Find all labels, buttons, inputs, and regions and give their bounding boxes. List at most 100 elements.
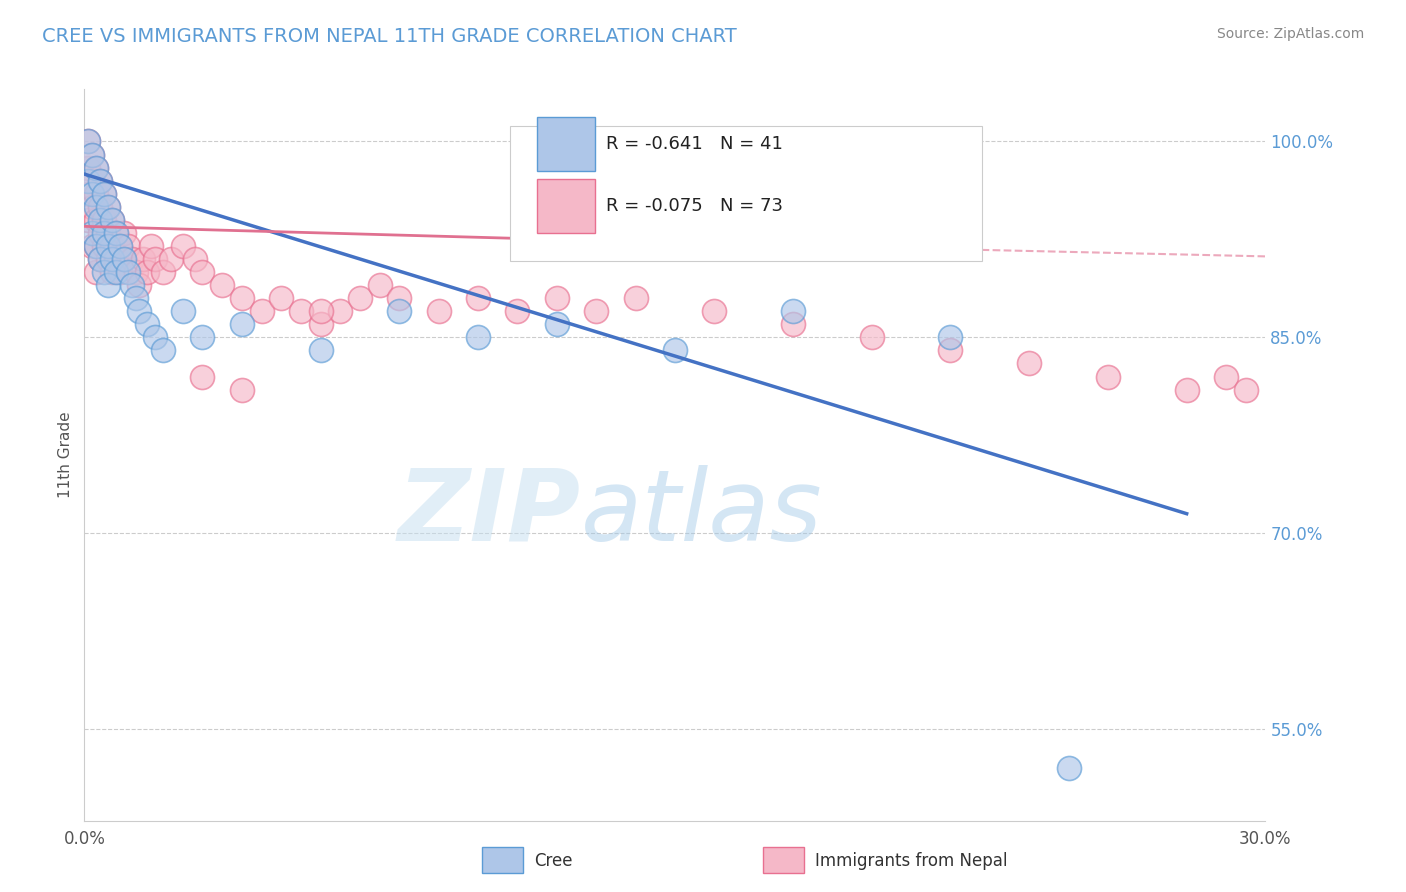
Point [191,369,214,384]
Point [82,147,104,161]
Point [1018,357,1040,371]
Point [231,383,253,397]
Point [782,304,804,318]
Point [77,135,100,149]
Point [143,330,166,344]
Point [93,239,115,253]
Point [108,265,131,279]
FancyBboxPatch shape [537,179,595,234]
Point [143,252,166,266]
Point [172,304,194,318]
Point [101,212,124,227]
Point [1215,369,1237,384]
Point [939,343,962,358]
Point [467,330,489,344]
Point [93,212,115,227]
Point [121,278,143,293]
Point [82,174,104,188]
Point [108,239,131,253]
Point [290,304,312,318]
Point [585,304,607,318]
Point [270,291,292,305]
Point [132,252,155,266]
Point [82,200,104,214]
Point [89,252,111,266]
Point [309,304,332,318]
Point [112,226,135,240]
Text: R = -0.075   N = 73: R = -0.075 N = 73 [606,197,783,215]
Point [112,252,135,266]
Point [467,291,489,305]
Text: Source: ZipAtlas.com: Source: ZipAtlas.com [1216,27,1364,41]
Point [703,304,725,318]
Point [309,343,332,358]
Point [191,265,214,279]
Point [1234,383,1257,397]
Point [211,278,233,293]
Point [329,304,352,318]
Point [82,226,104,240]
Point [250,304,273,318]
Point [89,200,111,214]
FancyBboxPatch shape [537,117,595,171]
Point [84,161,107,175]
Point [89,212,111,227]
Point [108,239,131,253]
Point [104,226,127,240]
Point [141,239,163,253]
Point [82,239,104,253]
Text: CREE VS IMMIGRANTS FROM NEPAL 11TH GRADE CORRELATION CHART: CREE VS IMMIGRANTS FROM NEPAL 11TH GRADE… [42,27,737,45]
Point [84,239,107,253]
Text: atlas: atlas [581,465,823,562]
Point [84,186,107,201]
Point [93,186,115,201]
Point [77,186,100,201]
Point [101,212,124,227]
Text: ZIP: ZIP [398,465,581,562]
Point [309,318,332,332]
Point [97,200,120,214]
Point [77,135,100,149]
Point [97,200,120,214]
Point [82,186,104,201]
Point [388,291,411,305]
Point [97,226,120,240]
Point [231,318,253,332]
Point [939,330,962,344]
Point [93,226,115,240]
Point [117,239,139,253]
Point [104,226,127,240]
Point [506,304,529,318]
Point [84,265,107,279]
Point [231,291,253,305]
Point [128,278,150,293]
Point [77,212,100,227]
Point [89,226,111,240]
Point [349,291,371,305]
Text: Immigrants from Nepal: Immigrants from Nepal [815,852,1008,870]
FancyBboxPatch shape [509,126,981,261]
Point [89,174,111,188]
Point [546,291,568,305]
Y-axis label: 11th Grade: 11th Grade [58,411,73,499]
Point [84,212,107,227]
Point [97,239,120,253]
Point [97,252,120,266]
Point [84,161,107,175]
Point [117,265,139,279]
Point [1175,383,1198,397]
Point [136,265,159,279]
Point [124,291,146,305]
Point [121,252,143,266]
Point [160,252,183,266]
Point [89,252,111,266]
Point [101,239,124,253]
Point [104,252,127,266]
Point [427,304,450,318]
Point [368,278,391,293]
Point [84,200,107,214]
Point [172,239,194,253]
Point [82,147,104,161]
Point [152,343,174,358]
Point [860,330,883,344]
